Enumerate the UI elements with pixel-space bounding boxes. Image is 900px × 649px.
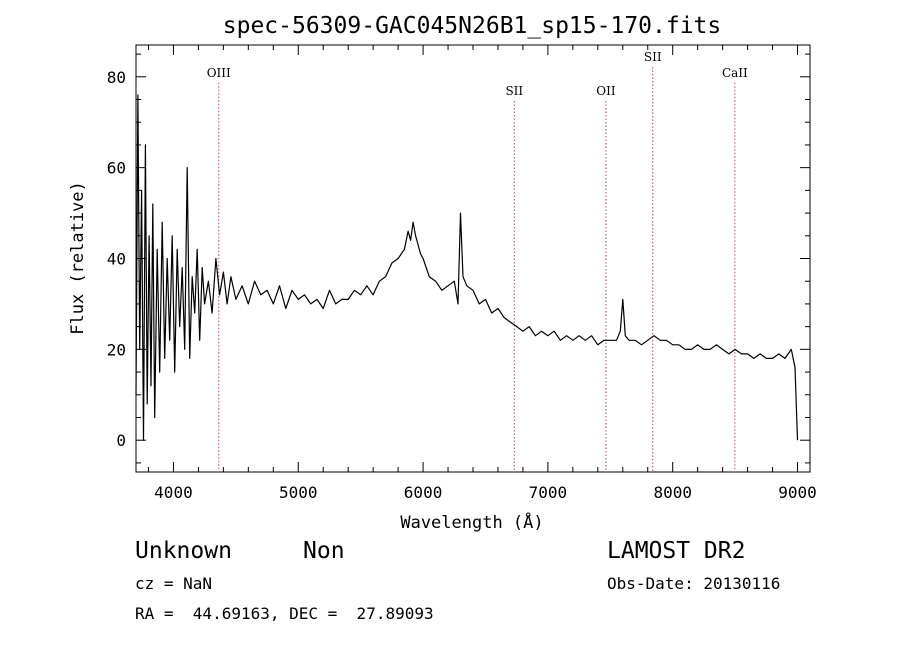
y-tick-label: 80: [107, 68, 126, 87]
object-class: Unknown: [135, 538, 232, 564]
line-marker-label: OII: [596, 84, 616, 98]
line-marker-label: OIII: [207, 66, 231, 80]
y-tick-label: 60: [107, 159, 126, 178]
ra-dec-coordinates: RA = 44.69163, DEC = 27.89093: [135, 604, 434, 623]
x-tick-label: 4000: [154, 483, 193, 502]
x-tick-label: 5000: [279, 483, 318, 502]
object-subclass: Non: [303, 538, 345, 564]
line-marker-label: CaII: [722, 66, 748, 80]
x-tick-label: 8000: [653, 483, 692, 502]
y-tick-label: 20: [107, 340, 126, 359]
redshift-cz: cz = NaN: [135, 574, 213, 593]
observation-date: Obs-Date: 20130116: [607, 574, 781, 593]
plot-frame: [135, 44, 811, 473]
y-tick-label: 40: [107, 250, 126, 269]
spectrum-line: [135, 94, 799, 441]
survey-name: LAMOST DR2: [607, 538, 746, 564]
line-marker-label: SII: [644, 50, 662, 64]
y-tick-label: 0: [116, 431, 126, 450]
y-axis-label: Flux (relative): [68, 181, 88, 335]
plot-area: 4000 5000 6000 7000 8000 9000 0 20 40 60 80 OIII SII…: [107, 44, 817, 502]
x-tick-label: 9000: [778, 483, 817, 502]
x-axis-label: Wavelength (Å): [400, 511, 543, 533]
chart-title: spec-56309-GAC045N26B1_sp15-170.fits: [223, 13, 722, 39]
x-tick-label: 6000: [404, 483, 443, 502]
line-marker-label: SII: [505, 84, 523, 98]
x-tick-label: 7000: [529, 483, 568, 502]
